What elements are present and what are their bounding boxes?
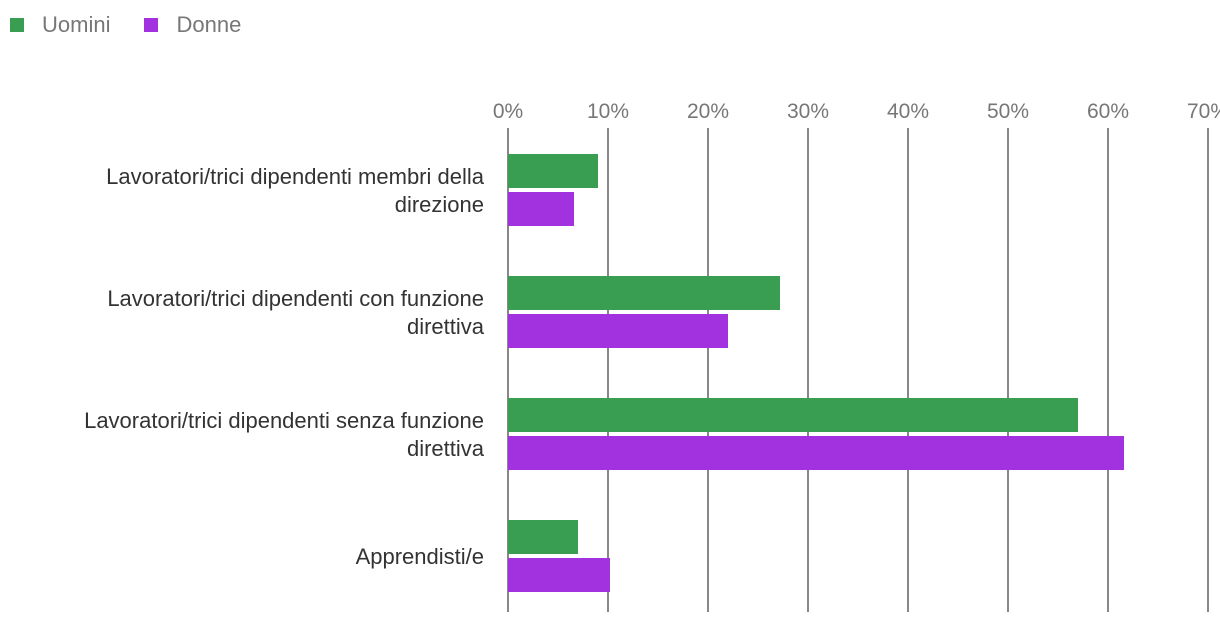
legend-item-donne[interactable]: Donne bbox=[144, 12, 241, 38]
bar-donne bbox=[508, 192, 574, 226]
bar-uomini bbox=[508, 520, 578, 554]
x-tick-label: 20% bbox=[687, 100, 729, 123]
x-tick-label: 0% bbox=[493, 100, 523, 123]
category-label: Lavoratori/trici dipendenti con funzione bbox=[107, 286, 484, 311]
bar-donne bbox=[508, 558, 610, 592]
category-label: direttiva bbox=[407, 314, 485, 339]
x-tick-label: 10% bbox=[587, 100, 629, 123]
x-tick-label: 70% bbox=[1187, 100, 1220, 123]
bar-uomini bbox=[508, 154, 598, 188]
x-tick-label: 30% bbox=[787, 100, 829, 123]
legend-label-uomini: Uomini bbox=[42, 12, 111, 37]
legend-swatch-uomini bbox=[10, 18, 24, 32]
category-label: Apprendisti/e bbox=[356, 544, 484, 569]
legend-label-donne: Donne bbox=[176, 12, 242, 37]
x-tick-label: 40% bbox=[887, 100, 929, 123]
legend: Uomini Donne bbox=[10, 12, 275, 38]
category-label: Lavoratori/trici dipendenti senza funzio… bbox=[84, 408, 484, 433]
bar-uomini bbox=[508, 398, 1078, 432]
legend-item-uomini[interactable]: Uomini bbox=[10, 12, 110, 38]
category-label: direttiva bbox=[407, 436, 485, 461]
legend-swatch-donne bbox=[144, 18, 159, 32]
category-label: Lavoratori/trici dipendenti membri della bbox=[106, 164, 485, 189]
bar-donne bbox=[508, 314, 728, 348]
bar-uomini bbox=[508, 276, 780, 310]
x-tick-label: 50% bbox=[987, 100, 1029, 123]
x-tick-label: 60% bbox=[1087, 100, 1129, 123]
category-label: direzione bbox=[395, 192, 484, 217]
bar-donne bbox=[508, 436, 1124, 470]
